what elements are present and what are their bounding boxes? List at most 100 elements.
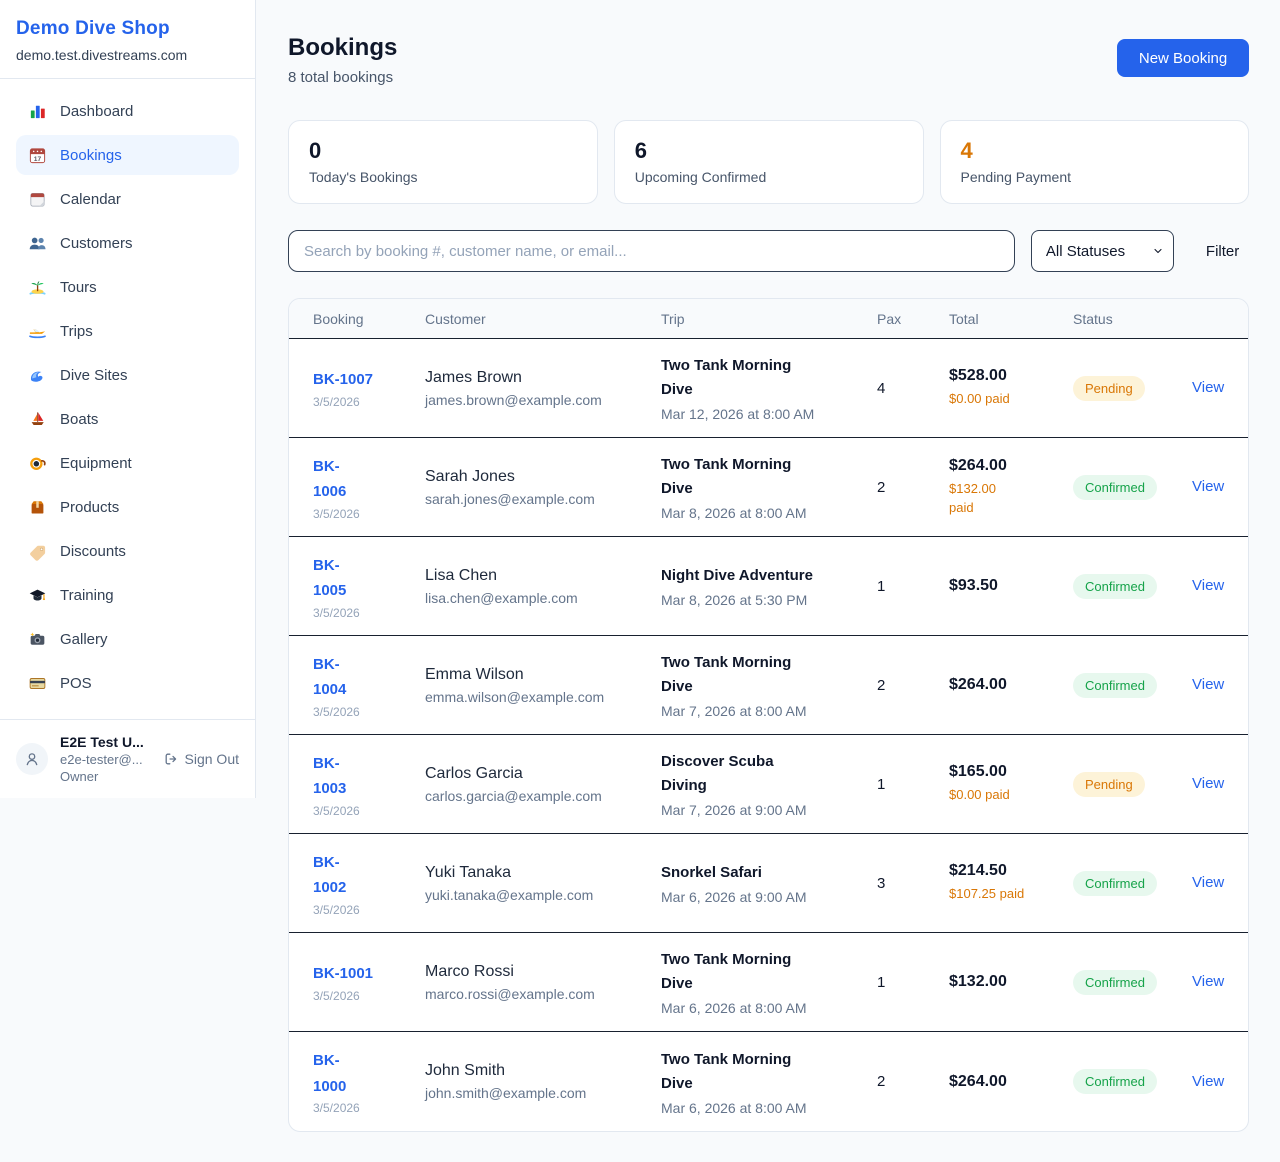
sidebar-item-discounts[interactable]: Discounts <box>16 531 239 571</box>
trip-datetime: Mar 6, 2026 at 9:00 AM <box>661 889 807 905</box>
status-badge: Confirmed <box>1073 1069 1157 1094</box>
trip-datetime: Mar 12, 2026 at 8:00 AM <box>661 406 815 422</box>
status-select[interactable]: All Statuses <box>1030 230 1174 272</box>
credit-card-icon <box>28 674 47 693</box>
total-cell: $214.50 $107.25 paid <box>949 862 1073 904</box>
stat-card-upcoming-confirmed: 6 Upcoming Confirmed <box>613 120 924 204</box>
actions-cell: View <box>1192 973 1224 991</box>
shop-title[interactable]: Demo Dive Shop <box>16 18 170 39</box>
page-subtitle: 8 total bookings <box>288 69 394 86</box>
actions-cell: View <box>1192 775 1224 793</box>
pax-value: 1 <box>877 577 886 595</box>
trip-datetime: Mar 8, 2026 at 5:30 PM <box>661 592 808 608</box>
total-cell: $528.00 $0.00 paid <box>949 367 1073 409</box>
view-link[interactable]: View <box>1192 1072 1225 1090</box>
sidebar-item-customers[interactable]: Customers <box>16 223 239 263</box>
total-cell: $132.00 <box>949 973 1073 991</box>
booking-link[interactable]: BK- 1002 <box>313 853 347 897</box>
view-link[interactable]: View <box>1192 676 1225 693</box>
booking-link[interactable]: BK- 1004 <box>313 655 347 699</box>
booking-link[interactable]: BK- 1005 <box>313 556 347 600</box>
sidebar-item-pos[interactable]: POS <box>16 663 239 703</box>
pax-cell: 2 <box>877 1073 949 1090</box>
sidebar-item-bookings[interactable]: 17 Bookings <box>16 135 239 175</box>
bookings-table: Booking Customer Trip Pax Total Status B… <box>288 298 1250 1132</box>
shop-domain: demo.test.divestreams.com <box>16 47 188 63</box>
total-cell: $264.00 <box>949 1073 1073 1091</box>
sidebar-item-equipment[interactable]: Equipment <box>16 443 239 483</box>
booking-link[interactable]: BK- 1003 <box>313 754 347 798</box>
view-link[interactable]: View <box>1192 478 1225 495</box>
pax-value: 1 <box>877 973 886 991</box>
sidebar-item-tours[interactable]: Tours <box>16 267 239 307</box>
booking-cell: BK- 1000 3/5/2026 <box>313 1048 425 1115</box>
search-input[interactable] <box>288 230 1015 272</box>
sidebar-item-dive-sites[interactable]: Dive Sites <box>16 355 239 395</box>
booking-link[interactable]: BK-1007 <box>313 371 374 389</box>
bar-chart-icon <box>28 102 47 121</box>
status-badge: Confirmed <box>1073 573 1157 599</box>
filter-button[interactable]: Filter <box>1205 242 1240 260</box>
trip-datetime: Mar 7, 2026 at 8:00 AM <box>661 703 807 719</box>
stat-label: Pending Payment <box>960 169 1072 186</box>
sidebar-item-boats[interactable]: Boats <box>16 399 239 439</box>
sidebar-item-trips[interactable]: Trips <box>16 311 239 351</box>
booking-link[interactable]: BK-1001 <box>313 965 374 983</box>
total-cell: $93.50 <box>949 577 1073 595</box>
stat-label: Upcoming Confirmed <box>634 169 767 186</box>
customer-cell: Carlos Garcia carlos.garcia@example.com <box>425 765 661 804</box>
booking-link[interactable]: BK- 1000 <box>313 1052 347 1095</box>
user-role: Owner <box>60 769 99 784</box>
customer-name: Lisa Chen <box>425 566 498 584</box>
customer-cell: Yuki Tanaka yuki.tanaka@example.com <box>425 864 661 903</box>
view-link[interactable]: View <box>1192 973 1225 990</box>
customer-cell: James Brown james.brown@example.com <box>425 369 661 408</box>
trip-name: Discover Scuba Diving <box>661 753 774 794</box>
customer-cell: Sarah Jones sarah.jones@example.com <box>425 468 661 507</box>
view-link[interactable]: View <box>1192 874 1225 891</box>
actions-cell: View <box>1192 874 1224 892</box>
customer-email: john.smith@example.com <box>425 1085 587 1101</box>
tag-icon <box>28 542 47 561</box>
customer-cell: John Smith john.smith@example.com <box>425 1062 661 1101</box>
pax-cell: 3 <box>877 875 949 892</box>
view-link[interactable]: View <box>1192 577 1225 594</box>
sidebar-item-label: POS <box>60 674 92 692</box>
total-amount: $132.00 <box>949 973 1007 990</box>
sidebar-item-label: Trips <box>60 322 93 340</box>
sign-out-button[interactable]: Sign Out <box>163 751 239 767</box>
booking-cell: BK- 1003 3/5/2026 <box>313 751 425 818</box>
booking-cell: BK- 1005 3/5/2026 <box>313 553 425 620</box>
pax-cell: 1 <box>877 776 949 793</box>
stat-value: 4 <box>960 138 973 163</box>
col-header-total: Total <box>949 310 979 327</box>
sidebar-item-label: Dive Sites <box>60 366 128 384</box>
sidebar-item-label: Discounts <box>60 542 126 560</box>
user-info: E2E Test U... e2e-tester@... Owner <box>60 734 144 784</box>
view-link[interactable]: View <box>1192 775 1225 792</box>
view-link[interactable]: View <box>1192 379 1225 396</box>
customer-name: Marco Rossi <box>425 962 514 980</box>
trip-cell: Snorkel Safari Mar 6, 2026 at 9:00 AM <box>661 861 877 905</box>
sidebar-item-calendar[interactable]: Calendar <box>16 179 239 219</box>
sidebar-item-products[interactable]: Products <box>16 487 239 527</box>
pax-cell: 2 <box>877 677 949 694</box>
trip-name: Two Tank Morning Dive <box>661 456 792 497</box>
status-cell: Pending <box>1073 771 1192 797</box>
sidebar-item-dashboard[interactable]: Dashboard <box>16 91 239 131</box>
status-badge: Confirmed <box>1073 870 1157 896</box>
stat-label: Today's Bookings <box>309 169 418 186</box>
new-booking-button[interactable]: New Booking <box>1116 39 1250 77</box>
sidebar-footer: E2E Test U... e2e-tester@... Owner Sign … <box>0 719 255 798</box>
actions-cell: View <box>1192 478 1224 496</box>
sidebar-item-training[interactable]: Training <box>16 575 239 615</box>
sidebar-item-gallery[interactable]: Gallery <box>16 619 239 659</box>
status-badge: Confirmed <box>1073 474 1157 500</box>
stat-value: 6 <box>634 138 647 163</box>
actions-cell: View <box>1192 676 1224 694</box>
customer-cell: Lisa Chen lisa.chen@example.com <box>425 567 661 606</box>
sidebar-nav: Dashboard 17 Bookings Calendar Customers Tour… <box>0 79 255 719</box>
booking-link[interactable]: BK- 1006 <box>313 457 347 501</box>
trip-name: Two Tank Morning Dive <box>661 654 792 695</box>
